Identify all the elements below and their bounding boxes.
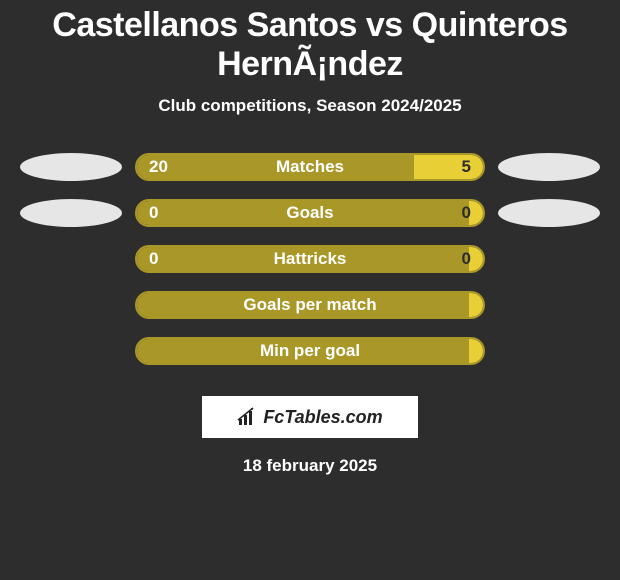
comparison-row: Min per goal xyxy=(0,328,620,374)
player-right-avatar xyxy=(498,199,600,227)
stat-bar: Goals per match xyxy=(135,291,485,319)
page-subtitle: Club competitions, Season 2024/2025 xyxy=(0,96,620,116)
stat-label: Hattricks xyxy=(137,247,483,271)
stat-label: Matches xyxy=(137,155,483,179)
stat-bar: 205Matches xyxy=(135,153,485,181)
comparison-row: 00Goals xyxy=(0,190,620,236)
stat-bar: 00Goals xyxy=(135,199,485,227)
left-avatar-slot xyxy=(7,153,135,181)
stat-label: Min per goal xyxy=(137,339,483,363)
right-avatar-slot xyxy=(485,199,613,227)
comparison-row: 00Hattricks xyxy=(0,236,620,282)
logo-box: FcTables.com xyxy=(202,396,418,438)
stat-label: Goals xyxy=(137,201,483,225)
bar-chart-icon xyxy=(237,407,259,427)
logo-text: FcTables.com xyxy=(263,407,382,428)
stat-label: Goals per match xyxy=(137,293,483,317)
comparison-row: 205Matches xyxy=(0,144,620,190)
footer-date: 18 february 2025 xyxy=(0,456,620,476)
stat-bar: Min per goal xyxy=(135,337,485,365)
player-right-avatar xyxy=(498,153,600,181)
comparison-row: Goals per match xyxy=(0,282,620,328)
page-title: Castellanos Santos vs Quinteros HernÃ¡nd… xyxy=(0,0,620,84)
player-left-avatar xyxy=(20,153,122,181)
right-avatar-slot xyxy=(485,153,613,181)
stat-bar: 00Hattricks xyxy=(135,245,485,273)
comparison-rows: 205Matches 00Goals 00Hattricks Goals per ma… xyxy=(0,144,620,374)
player-left-avatar xyxy=(20,199,122,227)
left-avatar-slot xyxy=(7,199,135,227)
